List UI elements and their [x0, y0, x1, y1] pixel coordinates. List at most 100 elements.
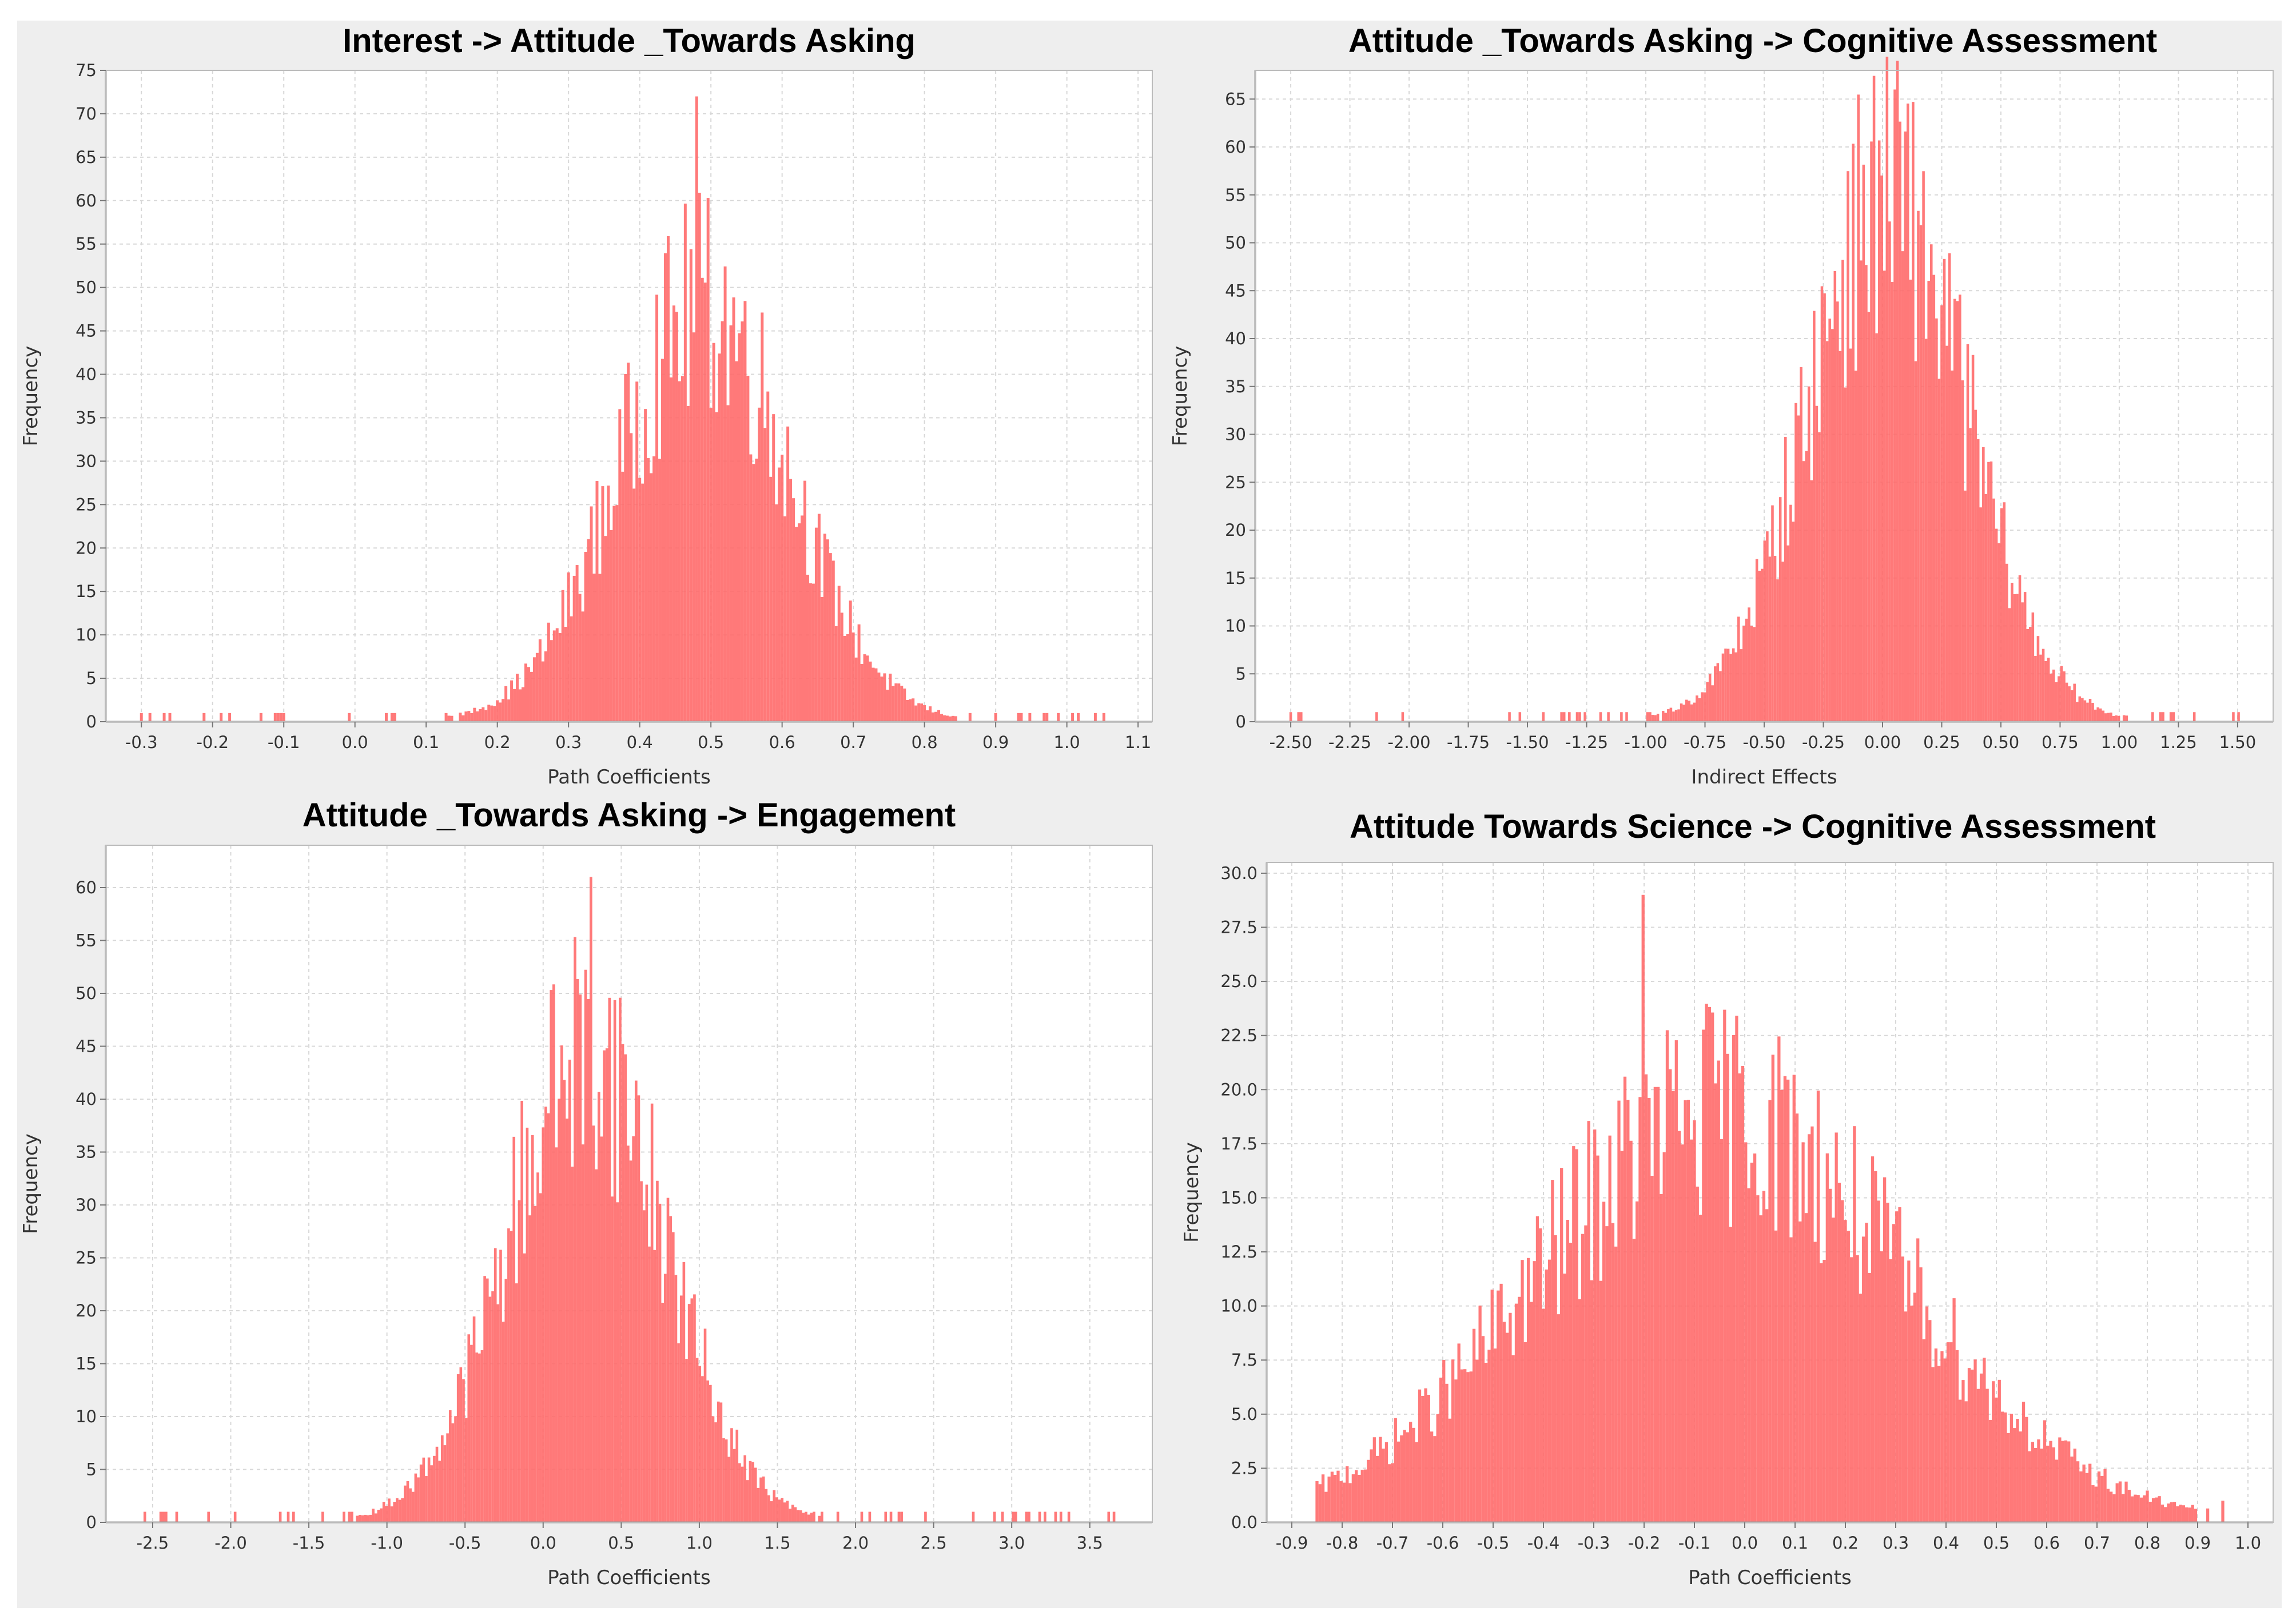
histogram-bar [1339, 1481, 1343, 1522]
histogram-bar [607, 486, 610, 722]
histogram-bar [1497, 1290, 1500, 1522]
histogram-bar [801, 515, 803, 722]
histogram-bar [220, 713, 223, 722]
histogram-bar [1360, 1470, 1364, 1522]
histogram-bar [1400, 1435, 1403, 1522]
histogram-bar [1379, 1437, 1382, 1522]
histogram-bar [1372, 1437, 1376, 1522]
histogram-bar [1741, 1065, 1745, 1522]
histogram-bar [582, 1144, 584, 1522]
histogram-bar [2139, 1497, 2143, 1522]
histogram-bar [781, 455, 784, 722]
histogram-bar [1602, 1202, 1606, 1522]
histogram-bar [1870, 141, 1873, 722]
x-tick-label: -2.0 [214, 1533, 247, 1553]
y-tick-label: 10.0 [1220, 1296, 1258, 1316]
histogram-bar [608, 997, 611, 1522]
histogram-bar [1872, 75, 1876, 722]
histogram-bar [1560, 712, 1563, 722]
histogram-bar [1967, 1368, 1971, 1522]
histogram-bar [587, 999, 590, 1522]
histogram-bar [2078, 696, 2082, 722]
histogram-bar [1765, 1209, 1769, 1522]
y-tick-label: 5 [86, 1460, 97, 1479]
histogram-bar [2107, 713, 2110, 722]
x-tick-label: 0.0 [1732, 1533, 1758, 1553]
histogram-bar [2237, 712, 2240, 722]
histogram-bar [1940, 305, 1943, 722]
histogram-bar [1638, 1097, 1642, 1522]
y-axis-label: Frequency [19, 1133, 42, 1234]
histogram-bar [487, 705, 491, 722]
histogram-bar [1526, 1258, 1530, 1522]
histogram-bar [718, 353, 721, 722]
histogram-bar [1883, 270, 1886, 722]
histogram-bar [698, 192, 701, 722]
histogram-bar [860, 663, 864, 722]
histogram-bar [2022, 1402, 2026, 1522]
histogram-bar [1813, 311, 1816, 722]
histogram-bar [650, 1103, 654, 1522]
histogram-bar [817, 514, 821, 722]
histogram-bar [1964, 490, 1967, 722]
histogram-bar [1784, 437, 1787, 722]
histogram-bar [513, 689, 516, 722]
histogram-bar [393, 713, 396, 722]
histogram-bar [1973, 1359, 1977, 1522]
histogram-bar [2130, 1496, 2134, 1522]
histogram-bar [1979, 1373, 1983, 1522]
histogram-bar [661, 359, 664, 722]
histogram-bar [786, 1501, 789, 1522]
histogram-bar [1593, 1129, 1597, 1522]
histogram-bar [2115, 715, 2118, 722]
histogram-bar [1756, 1195, 1760, 1522]
histogram-bar [1321, 1474, 1325, 1522]
histogram-bar [2164, 1507, 2167, 1522]
histogram-bar [382, 1502, 385, 1522]
histogram-bar [575, 565, 579, 722]
histogram-bar [900, 1511, 903, 1522]
histogram-bar [2158, 1496, 2161, 1522]
histogram-bar [1919, 225, 1923, 722]
histogram-bar [1892, 1224, 1896, 1522]
histogram-bar [1696, 695, 1698, 722]
histogram-bar [1523, 1342, 1527, 1522]
histogram-bar [1478, 1305, 1482, 1522]
chart-title: Attitude _Towards Asking -> Engagement [302, 797, 956, 834]
histogram-bar [2096, 707, 2099, 722]
histogram-bar [1726, 649, 1730, 722]
histogram-bar [1959, 295, 1961, 722]
x-tick-label: 0.9 [982, 733, 1009, 752]
histogram-bar [993, 1511, 996, 1522]
histogram-bar [2100, 1475, 2104, 1522]
histogram-bar [1909, 279, 1912, 722]
histogram-bar [914, 705, 918, 722]
histogram-bar [2031, 612, 2035, 722]
histogram-bar [810, 1513, 813, 1522]
histogram-bar [1469, 1371, 1473, 1522]
histogram-bar [1807, 386, 1810, 722]
histogram-bar [1831, 329, 1834, 722]
histogram-bar [1849, 348, 1852, 722]
histogram-bar [2013, 594, 2016, 722]
x-tick-label: 1.0 [1054, 733, 1080, 752]
histogram-bar [496, 1304, 500, 1522]
histogram-bar [924, 1511, 927, 1522]
histogram-bar [1518, 1296, 1521, 1522]
histogram-bar [746, 1480, 749, 1522]
histogram-bar [1042, 713, 1046, 722]
histogram-bar [578, 594, 582, 722]
histogram-bar [994, 713, 997, 722]
histogram-bar [645, 1184, 648, 1522]
histogram-bar [444, 713, 448, 722]
y-tick-label: 12.5 [1220, 1242, 1258, 1262]
y-tick-label: 75 [75, 61, 97, 80]
histogram-bar [1509, 1312, 1512, 1522]
histogram-bar [1297, 712, 1300, 722]
histogram-bar [726, 405, 730, 722]
histogram-bar [711, 1416, 715, 1522]
histogram-bar [1672, 711, 1675, 722]
x-tick-label: 1.00 [2101, 733, 2138, 752]
histogram-bar [2172, 712, 2175, 722]
